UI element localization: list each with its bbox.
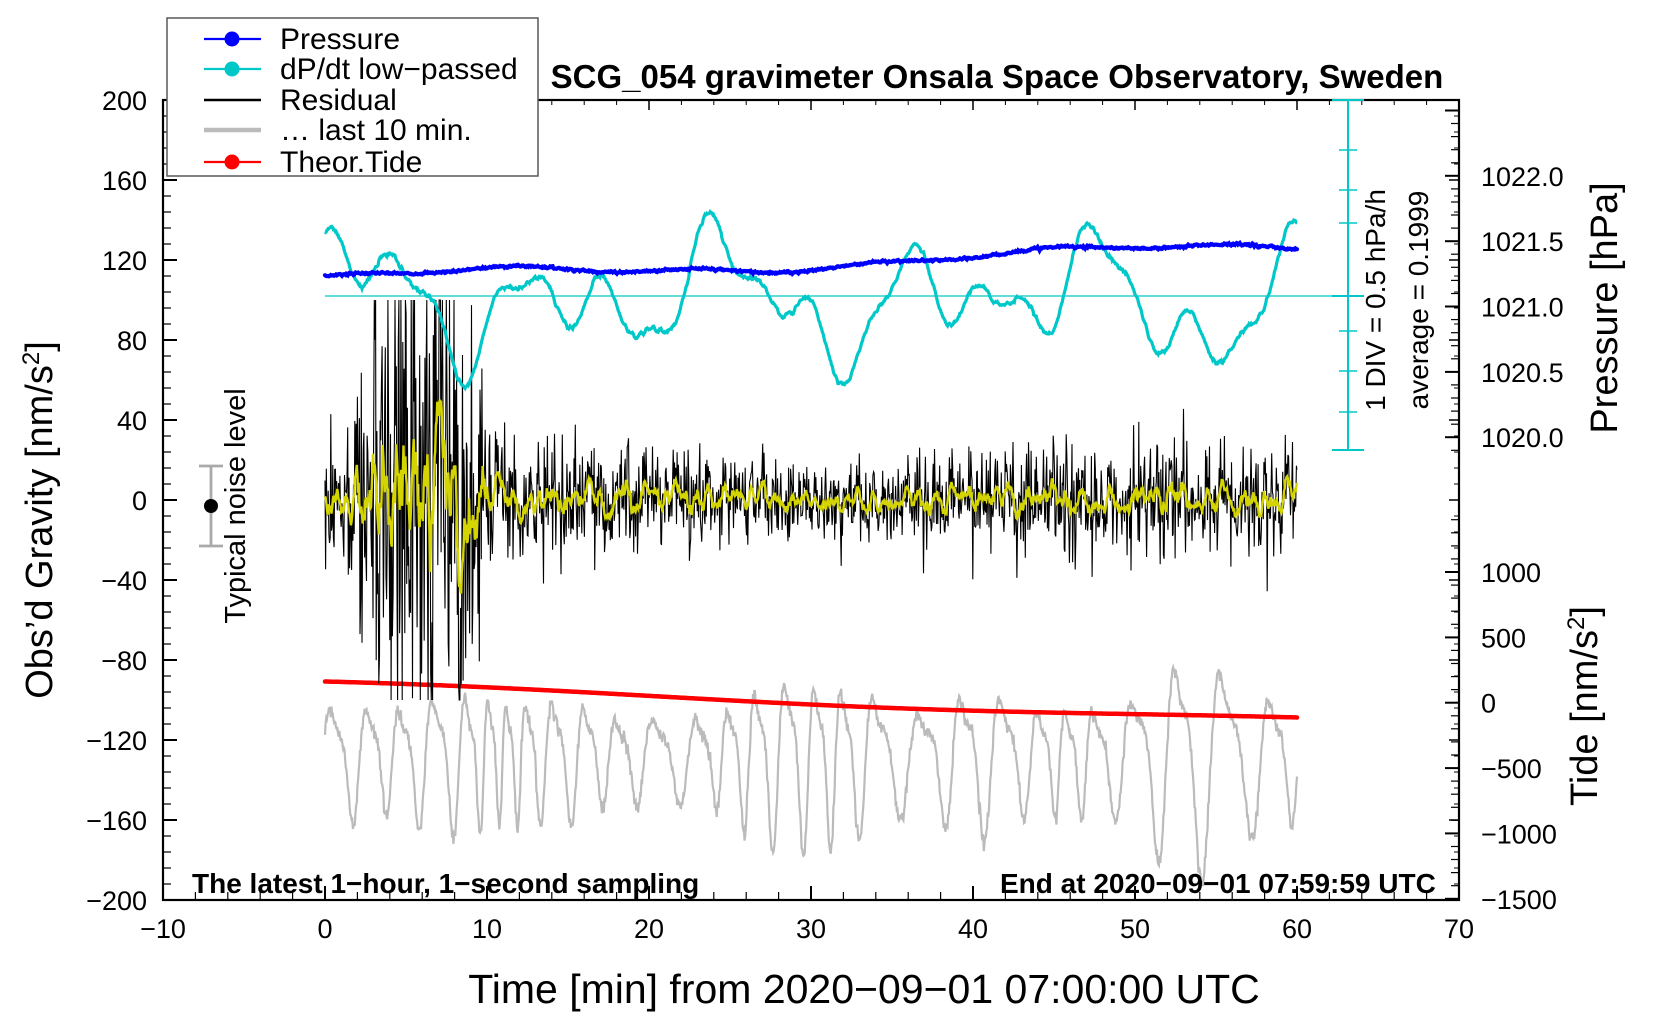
svg-text:60: 60 (1282, 914, 1312, 944)
svg-text:0: 0 (1481, 689, 1496, 719)
svg-text:−10: −10 (140, 914, 186, 944)
svg-text:End at 2020−09−01 07:59:59 UTC: End at 2020−09−01 07:59:59 UTC (1000, 868, 1436, 899)
svg-text:120: 120 (102, 246, 147, 276)
svg-text:average = 0.1999: average = 0.1999 (1403, 191, 1434, 410)
svg-text:70: 70 (1444, 914, 1474, 944)
svg-text:1020.0: 1020.0 (1481, 423, 1564, 453)
svg-text:1000: 1000 (1481, 558, 1541, 588)
svg-text:−40: −40 (101, 566, 147, 596)
svg-text:0: 0 (132, 486, 147, 516)
svg-text:1021.5: 1021.5 (1481, 227, 1564, 257)
svg-text:−200: −200 (86, 886, 147, 916)
svg-text:The latest 1−hour, 1−second sa: The latest 1−hour, 1−second sampling (192, 868, 699, 899)
svg-text:−1500: −1500 (1481, 885, 1557, 915)
svg-text:−120: −120 (86, 726, 147, 756)
svg-text:Typical noise level: Typical noise level (220, 388, 252, 623)
svg-text:dP/dt low−passed: dP/dt low−passed (280, 53, 518, 86)
svg-text:40: 40 (958, 914, 988, 944)
svg-text:… last 10 min.: … last 10 min. (280, 114, 472, 147)
svg-text:500: 500 (1481, 623, 1526, 653)
svg-text:30: 30 (796, 914, 826, 944)
svg-text:20: 20 (634, 914, 664, 944)
svg-text:1 DIV = 0.5 hPa/h: 1 DIV = 0.5 hPa/h (1360, 189, 1391, 411)
svg-text:80: 80 (117, 326, 147, 356)
svg-text:1022.0: 1022.0 (1481, 162, 1564, 192)
svg-text:−80: −80 (101, 646, 147, 676)
svg-text:40: 40 (117, 406, 147, 436)
svg-text:160: 160 (102, 166, 147, 196)
svg-text:Pressure: Pressure (280, 23, 400, 56)
svg-text:−160: −160 (86, 806, 147, 836)
svg-text:−500: −500 (1481, 754, 1542, 784)
svg-text:−1000: −1000 (1481, 819, 1557, 849)
svg-text:SCG_054 gravimeter Onsala Spac: SCG_054 gravimeter Onsala Space Observat… (551, 58, 1444, 95)
svg-text:Theor.Tide: Theor.Tide (280, 146, 422, 179)
svg-text:10: 10 (472, 914, 502, 944)
svg-text:1020.5: 1020.5 (1481, 358, 1564, 388)
svg-text:50: 50 (1120, 914, 1150, 944)
svg-text:Obs’d Gravity [nm/s2]: Obs’d Gravity [nm/s2] (18, 341, 62, 699)
svg-text:Tide [nm/s2]: Tide [nm/s2] (1563, 606, 1607, 806)
svg-text:1021.0: 1021.0 (1481, 293, 1564, 323)
svg-text:Time [min] from 2020−09−01 07:: Time [min] from 2020−09−01 07:00:00 UTC (468, 966, 1260, 1012)
svg-text:Pressure [hPa]: Pressure [hPa] (1584, 182, 1626, 433)
svg-text:Residual: Residual (280, 84, 397, 117)
svg-text:200: 200 (102, 86, 147, 116)
svg-text:0: 0 (317, 914, 332, 944)
